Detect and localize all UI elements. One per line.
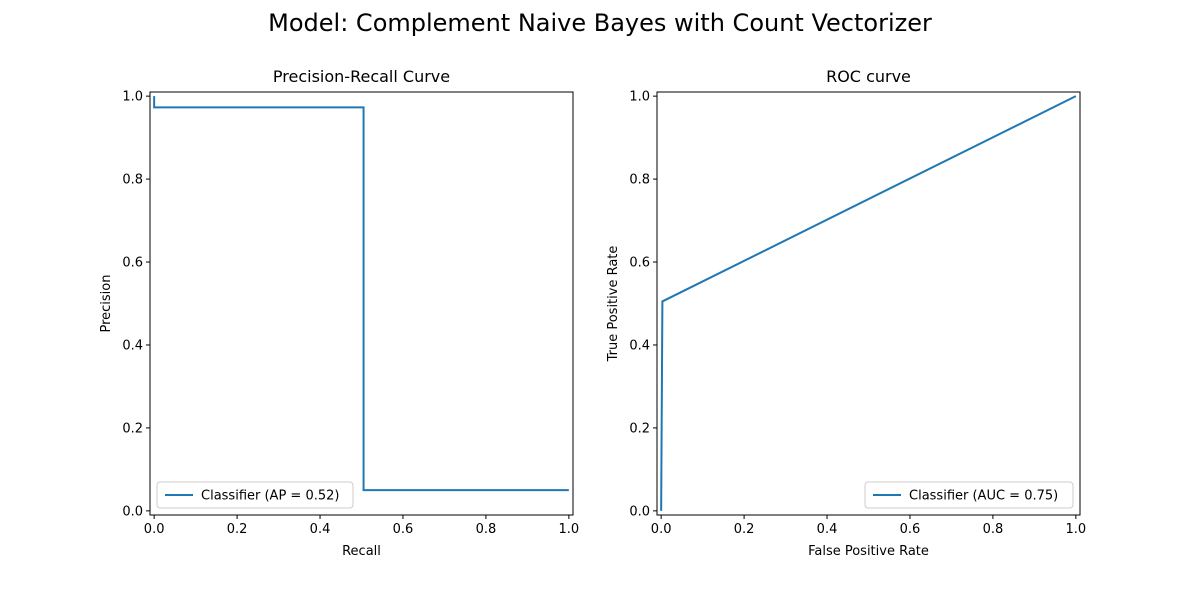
pr-x-tick-label-5: 1.0 [559,522,580,537]
precision-recall-chart: 0.0 0.2 0.4 0.6 0.8 1.0 0.0 0.2 0.4 0.6 0.8 1.0 Prec… [99,67,579,559]
roc-chart-title: ROC curve [826,67,911,86]
pr-y-tick-label-3: 0.6 [122,256,143,271]
roc-x-tick-label-0: 0.0 [651,522,672,537]
pr-x-tick-label-3: 0.6 [393,522,414,537]
pr-y-tick-label-5: 1.0 [122,90,143,105]
pr-x-tick-label-4: 0.8 [476,522,497,537]
pr-y-tick-label-2: 0.4 [122,338,143,353]
pr-y-axis-label: Precision [99,274,114,332]
roc-series-line-0 [660,95,1077,511]
figure-title: Model: Complement Naive Bayes with Count… [268,9,932,37]
pr-series-line-0 [153,96,569,492]
roc-x-axis-label: False Positive Rate [808,544,929,559]
pr-x-tick-label-0: 0.0 [144,522,165,537]
pr-y-tick-label-0: 0.0 [122,504,143,519]
roc-x-tick-label-3: 0.6 [900,522,921,537]
roc-y-tick-label-3: 0.6 [629,256,650,271]
roc-axes-frame [656,91,1081,516]
pr-legend: Classifier (AP = 0.52) [156,481,354,509]
pr-x-tick-label-1: 0.2 [227,522,248,537]
roc-x-tick-label-1: 0.2 [734,522,755,537]
roc-y-tick-label-5: 1.0 [629,90,650,105]
pr-legend-label: Classifier (AP = 0.52) [201,489,339,504]
pr-chart-title: Precision-Recall Curve [273,67,450,86]
pr-axes-frame [149,91,574,516]
roc-x-tick-label-2: 0.4 [817,522,838,537]
pr-y-tick-label-1: 0.2 [122,421,143,436]
roc-y-tick-label-2: 0.4 [629,338,650,353]
roc-y-axis-label: True Positive Rate [606,246,621,363]
roc-chart: 0.0 0.2 0.4 0.6 0.8 1.0 0.0 0.2 0.4 0.6 0.8 1.0 ROC … [606,67,1086,559]
pr-legend-box [156,481,354,509]
pr-y-tick-label-4: 0.8 [122,173,143,188]
roc-legend-box [864,481,1074,509]
roc-x-tick-label-4: 0.8 [983,522,1004,537]
roc-y-tick-label-1: 0.2 [629,421,650,436]
roc-x-tick-label-5: 1.0 [1066,522,1087,537]
pr-x-axis-label: Recall [342,544,381,559]
roc-legend: Classifier (AUC = 0.75) [864,481,1074,509]
roc-y-tick-label-4: 0.8 [629,173,650,188]
pr-x-tick-label-2: 0.4 [310,522,331,537]
roc-y-tick-label-0: 0.0 [629,504,650,519]
roc-legend-label: Classifier (AUC = 0.75) [909,489,1058,504]
